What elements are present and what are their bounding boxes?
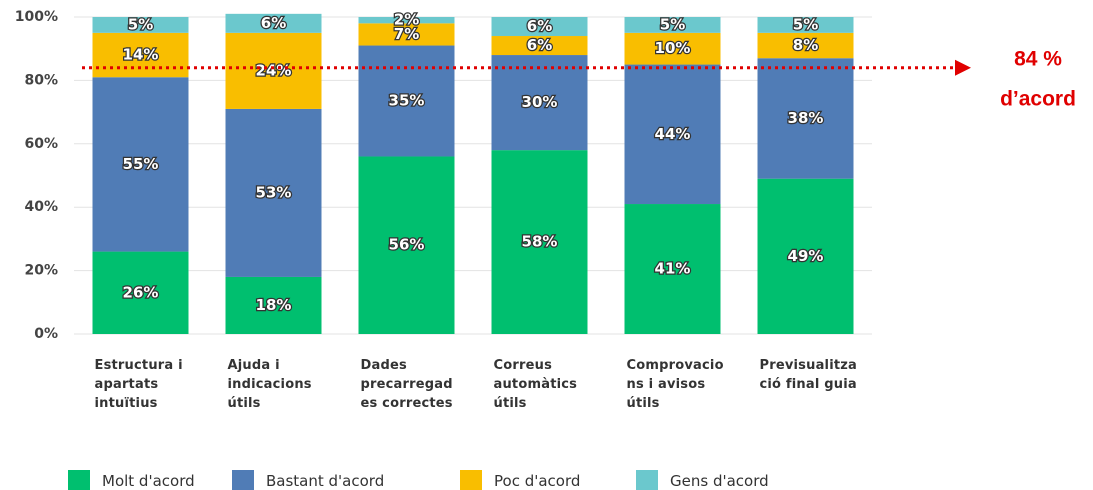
bar-segment: [92, 17, 189, 33]
data-label: 49%: [788, 247, 824, 265]
data-label: 24%: [256, 61, 292, 79]
legend-label: Molt d'acord: [102, 472, 195, 490]
bar-segment: [225, 276, 322, 334]
data-label: 14%: [123, 46, 159, 64]
bar-segment: [624, 32, 721, 65]
y-tick-label: 0%: [34, 326, 58, 342]
data-label: 26%: [123, 283, 159, 301]
bar-segment: [358, 17, 455, 24]
legend-item: Bastant d'acord: [232, 470, 384, 490]
data-label: 6%: [527, 36, 552, 54]
y-tick-label: 80%: [24, 72, 58, 88]
x-tick-label: Estructura i apartats intuïtius: [94, 358, 183, 411]
bar-segment: [757, 58, 854, 179]
bar-segment: [358, 45, 455, 157]
annotation-text: 84 %: [1014, 48, 1062, 71]
data-label: 53%: [256, 183, 292, 201]
y-tick-label: 40%: [24, 199, 58, 215]
bar-segment: [92, 77, 189, 252]
legend-label: Gens d'acord: [670, 472, 769, 490]
y-tick-label: 100%: [15, 9, 58, 25]
legend-label: Poc d'acord: [494, 472, 581, 490]
data-label: 58%: [522, 233, 558, 251]
data-label: 8%: [793, 36, 818, 54]
bar-segment: [757, 178, 854, 334]
legend-label: Bastant d'acord: [266, 472, 385, 490]
data-label: 55%: [123, 155, 159, 173]
legend-swatch: [68, 470, 90, 490]
legend-swatch: [232, 470, 254, 490]
y-tick-label: 20%: [24, 263, 58, 279]
bar-segment: [358, 23, 455, 46]
bar-segment: [757, 17, 854, 33]
bar-segment: [358, 156, 455, 334]
x-tick-label: Comprovacions i avisos útils: [626, 358, 724, 411]
data-label: 44%: [655, 125, 691, 143]
data-label: 30%: [522, 93, 558, 111]
data-label: 2%: [394, 11, 419, 29]
data-label: 5%: [793, 15, 818, 33]
legend-swatch: [460, 470, 482, 490]
bar-segment: [757, 32, 854, 59]
bar-segment: [624, 204, 721, 334]
data-label: 35%: [389, 92, 425, 110]
bar-segment: [624, 64, 721, 205]
x-tick-label: Correus automàtics útils: [493, 358, 578, 411]
bar-segment: [225, 108, 322, 277]
annotation-text: d’acord: [1000, 88, 1076, 111]
legend-item: Molt d'acord: [68, 470, 195, 490]
legend-item: Poc d'acord: [460, 470, 580, 490]
legend-swatch: [636, 470, 658, 490]
x-tick-label: Dades precarregades correctes: [360, 358, 453, 411]
data-label: 18%: [256, 296, 292, 314]
data-label: 6%: [527, 17, 552, 35]
data-label: 38%: [788, 109, 824, 127]
bar-segment: [624, 17, 721, 33]
bar-segment: [491, 36, 588, 56]
x-tick-label: Previsualització final guia: [759, 358, 858, 392]
data-label: 7%: [394, 25, 419, 43]
data-label: 5%: [660, 15, 685, 33]
bar-segment: [92, 32, 189, 78]
data-label: 6%: [261, 14, 286, 32]
bar-segment: [225, 32, 322, 109]
y-tick-label: 60%: [24, 136, 58, 152]
data-label: 56%: [389, 236, 425, 254]
bar-segment: [491, 17, 588, 37]
bar-segment: [491, 55, 588, 151]
bar-segment: [225, 13, 322, 33]
arrow-head: [955, 59, 971, 76]
data-label: 41%: [655, 260, 691, 278]
x-tick-label: Ajuda i indicacions útils: [227, 358, 312, 411]
bar-segment: [491, 150, 588, 334]
bar-segment: [92, 251, 189, 334]
data-label: 5%: [128, 15, 153, 33]
legend-item: Gens d'acord: [636, 470, 769, 490]
data-label: 10%: [655, 39, 691, 57]
